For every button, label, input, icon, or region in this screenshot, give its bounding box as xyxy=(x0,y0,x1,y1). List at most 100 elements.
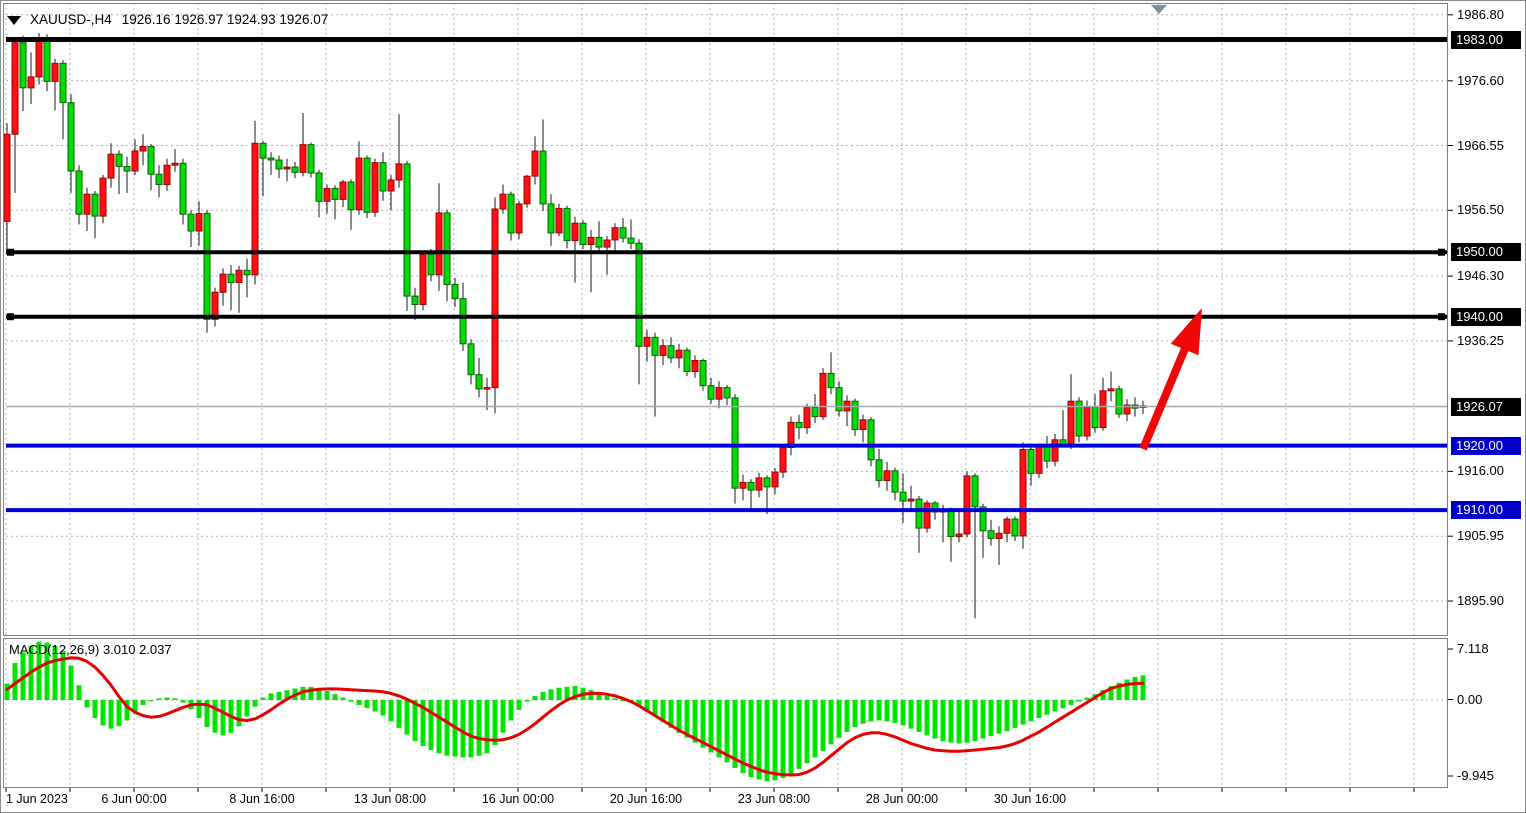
candle-up xyxy=(1051,439,1059,462)
candle-down xyxy=(731,397,739,489)
macd-histogram-bar xyxy=(108,700,114,729)
macd-pane-border xyxy=(3,638,1448,788)
candle-up xyxy=(907,498,915,502)
macd-histogram-bar xyxy=(532,695,538,700)
candle-down xyxy=(875,459,883,481)
macd-histogram-bar xyxy=(156,698,162,700)
candle-down xyxy=(707,385,715,400)
hline-handle-left[interactable] xyxy=(7,248,14,256)
time-label-6: 23 Jun 08:00 xyxy=(737,792,811,806)
macd-histogram-bar xyxy=(980,700,986,739)
candle-up xyxy=(1067,400,1075,445)
macd-histogram-bar xyxy=(636,700,642,707)
trend-arrow-head[interactable] xyxy=(1170,308,1202,356)
macd-histogram-bar xyxy=(1076,700,1082,702)
candle-up xyxy=(299,144,307,173)
macd-histogram-bar xyxy=(932,700,938,739)
time-label-2: 8 Jun 16:00 xyxy=(229,792,295,806)
macd-histogram-bar xyxy=(12,663,18,700)
hline-handle-right[interactable] xyxy=(1438,248,1445,256)
macd-histogram-bar xyxy=(196,700,202,719)
symbol-timeframe: XAUUSD-,H4 xyxy=(30,11,112,27)
macd-histogram-bar xyxy=(708,700,714,753)
candle-down xyxy=(275,159,283,170)
symbol-dropdown-icon[interactable] xyxy=(7,15,21,25)
candle-down xyxy=(947,509,955,538)
candle-up xyxy=(515,203,523,234)
macd-histogram-bar xyxy=(1108,686,1114,700)
hline-handle-left[interactable] xyxy=(7,313,14,321)
macd-histogram-bar xyxy=(84,700,90,708)
macd-histogram-bar xyxy=(764,700,770,782)
macd-histogram-bar xyxy=(1068,700,1074,705)
candle-down xyxy=(291,166,299,173)
candle-down xyxy=(115,153,123,167)
candle-down xyxy=(1027,449,1035,474)
macd-histogram-bar xyxy=(404,700,410,735)
hline-handle-right[interactable] xyxy=(1438,313,1445,321)
candle-up xyxy=(99,177,107,217)
price-badge-1940.00: 1940.00 xyxy=(1451,307,1521,326)
macd-histogram-bar xyxy=(732,700,738,769)
price-label-1916.00: 1916.00 xyxy=(1457,463,1504,479)
candle-down xyxy=(123,166,131,172)
macd-histogram-bar xyxy=(316,688,322,700)
chart-title: XAUUSD-,H4 1926.16 1926.97 1924.93 1926.… xyxy=(7,10,328,28)
candle-up xyxy=(531,150,539,177)
candlestick-series xyxy=(3,33,1147,619)
macd-histogram-bar xyxy=(1132,677,1138,700)
ohlc-values: 1926.16 1926.97 1924.93 1926.07 xyxy=(121,11,329,27)
macd-histogram-bar xyxy=(676,700,682,733)
macd-histogram-bar xyxy=(660,700,666,723)
macd-histogram-bar xyxy=(564,686,570,700)
macd-histogram-bar xyxy=(92,700,98,719)
candle-down xyxy=(507,193,515,234)
candle-up xyxy=(859,419,867,430)
price-badge-1983.00: 1983.00 xyxy=(1451,30,1521,49)
time-label-3: 13 Jun 08:00 xyxy=(353,792,427,806)
price-badge-1910.00: 1910.00 xyxy=(1451,501,1521,520)
candle-down xyxy=(539,150,547,205)
candle-down xyxy=(763,477,771,488)
candle-up xyxy=(1099,390,1107,428)
candle-down xyxy=(227,273,235,284)
macd-histogram-bar xyxy=(4,683,10,700)
macd-histogram-bar xyxy=(828,700,834,745)
candle-down xyxy=(475,374,483,390)
candle-down xyxy=(259,142,267,159)
candle-up xyxy=(171,162,179,166)
candle-down xyxy=(379,162,387,192)
candle-up xyxy=(883,470,891,481)
macd-histogram-bar xyxy=(436,700,442,754)
macd-histogram-bar xyxy=(1060,700,1066,709)
macd-histogram-bar xyxy=(420,700,426,746)
candle-up xyxy=(675,349,683,359)
indicator-values: 3.010 2.037 xyxy=(102,642,172,657)
trend-arrow-shaft[interactable] xyxy=(1139,342,1191,451)
macd-histogram-bar xyxy=(916,700,922,732)
macd-histogram-bar xyxy=(524,700,530,702)
candle-down xyxy=(459,298,467,345)
macd-histogram-bar xyxy=(772,700,778,781)
macd-histogram-bar xyxy=(804,700,810,764)
candle-up xyxy=(995,532,1003,539)
chart-shift-marker[interactable] xyxy=(1151,5,1167,14)
macd-histogram-bar xyxy=(548,689,554,700)
price-badge-1920.00: 1920.00 xyxy=(1451,436,1521,455)
candle-up xyxy=(491,208,499,389)
macd-histogram-bar xyxy=(300,686,306,700)
candle-up xyxy=(755,477,763,491)
indicator-name: MACD(12,26,9) xyxy=(9,642,100,657)
macd-histogram-bar xyxy=(724,700,730,763)
macd-histogram-bar xyxy=(492,700,498,746)
macd-histogram-bar xyxy=(716,700,722,758)
macd-histogram-bar xyxy=(876,700,882,721)
candle-up xyxy=(3,133,11,222)
candle-down xyxy=(667,345,675,359)
candle-up xyxy=(555,207,563,234)
candle-up xyxy=(923,502,931,529)
candle-down xyxy=(915,498,923,529)
macd-histogram-bar xyxy=(900,700,906,726)
candle-down xyxy=(203,213,211,320)
